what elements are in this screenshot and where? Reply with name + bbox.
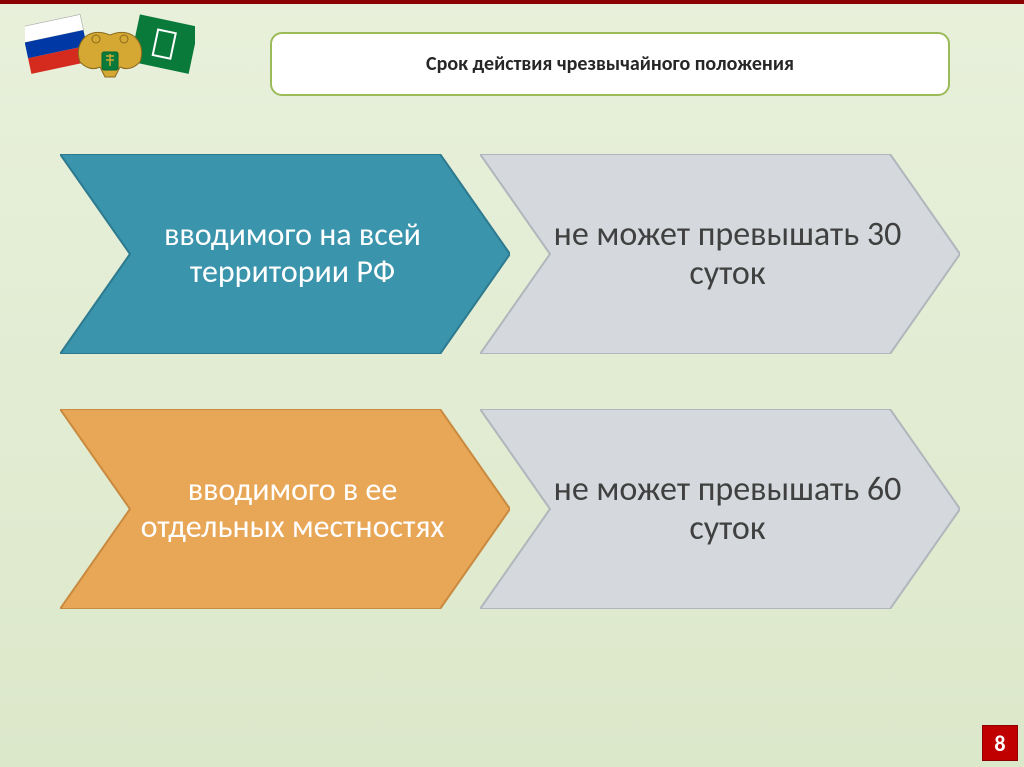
emblem-logo <box>25 12 195 102</box>
arrow-right-text: не может превышать 60 суток <box>480 470 960 548</box>
slide: Срок действия чрезвычайного положения вв… <box>0 0 1024 767</box>
arrow-left-text: вводимого на всей территории РФ <box>60 217 510 291</box>
arrow-right-2: не может превышать 60 суток <box>480 409 960 609</box>
arrow-left-2: вводимого в ее отдельных местностях <box>60 409 510 609</box>
arrow-right-1: не может превышать 30 суток <box>480 154 960 354</box>
page-title: Срок действия чрезвычайного положения <box>426 52 794 76</box>
arrow-row: вводимого в ее отдельных местностях не м… <box>60 409 960 609</box>
arrow-left-text: вводимого в ее отдельных местностях <box>60 472 510 546</box>
arrow-row: вводимого на всей территории РФ не может… <box>60 154 960 354</box>
arrow-right-text: не может превышать 30 суток <box>480 215 960 293</box>
title-box: Срок действия чрезвычайного положения <box>270 32 950 96</box>
arrow-left-1: вводимого на всей территории РФ <box>60 154 510 354</box>
page-number: 8 <box>982 725 1018 761</box>
